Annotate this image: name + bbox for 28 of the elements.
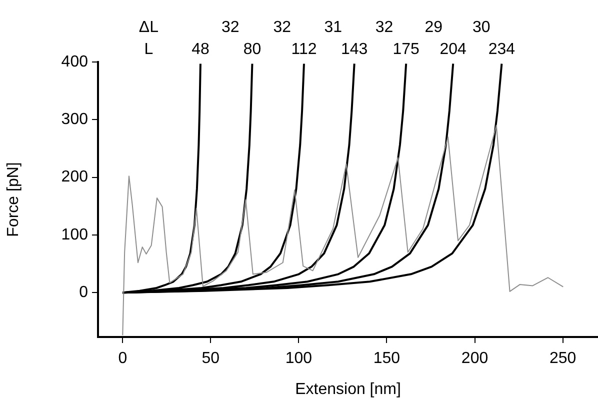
x-tick-label: 250 [549,350,576,368]
x-tick-label: 100 [285,350,312,368]
annotation: 48 [192,41,210,58]
text: 30 [472,19,490,36]
annotation: 112 [291,41,317,58]
x-axis-title: Extension [nm] [295,380,401,398]
text: 32 [375,19,394,36]
y-tick-label: 400 [61,53,88,70]
x-tick-label: 50 [202,350,220,368]
y-tick-label: 100 [61,226,88,244]
annotation: 143 [340,41,368,58]
x-tick-label: 0 [118,350,128,368]
text: L [144,41,154,58]
y-tick-label: 300 [61,111,88,128]
text: 31 [324,19,342,36]
annotation: 175 [392,41,420,58]
x-tick-label: 200 [461,350,488,368]
y-tick-label: 200 [61,168,88,186]
y-tick-label: 0 [79,284,88,302]
text: 32 [221,19,240,36]
annotation: 80 [243,41,262,58]
text: ΔL [138,19,159,36]
y-axis-title: Force [pN] [5,162,22,237]
text: 29 [424,19,443,36]
annotation: 234 [488,41,516,58]
annotation: 204 [440,41,467,58]
text: 32 [273,19,292,36]
x-tick-label: 150 [373,350,400,368]
